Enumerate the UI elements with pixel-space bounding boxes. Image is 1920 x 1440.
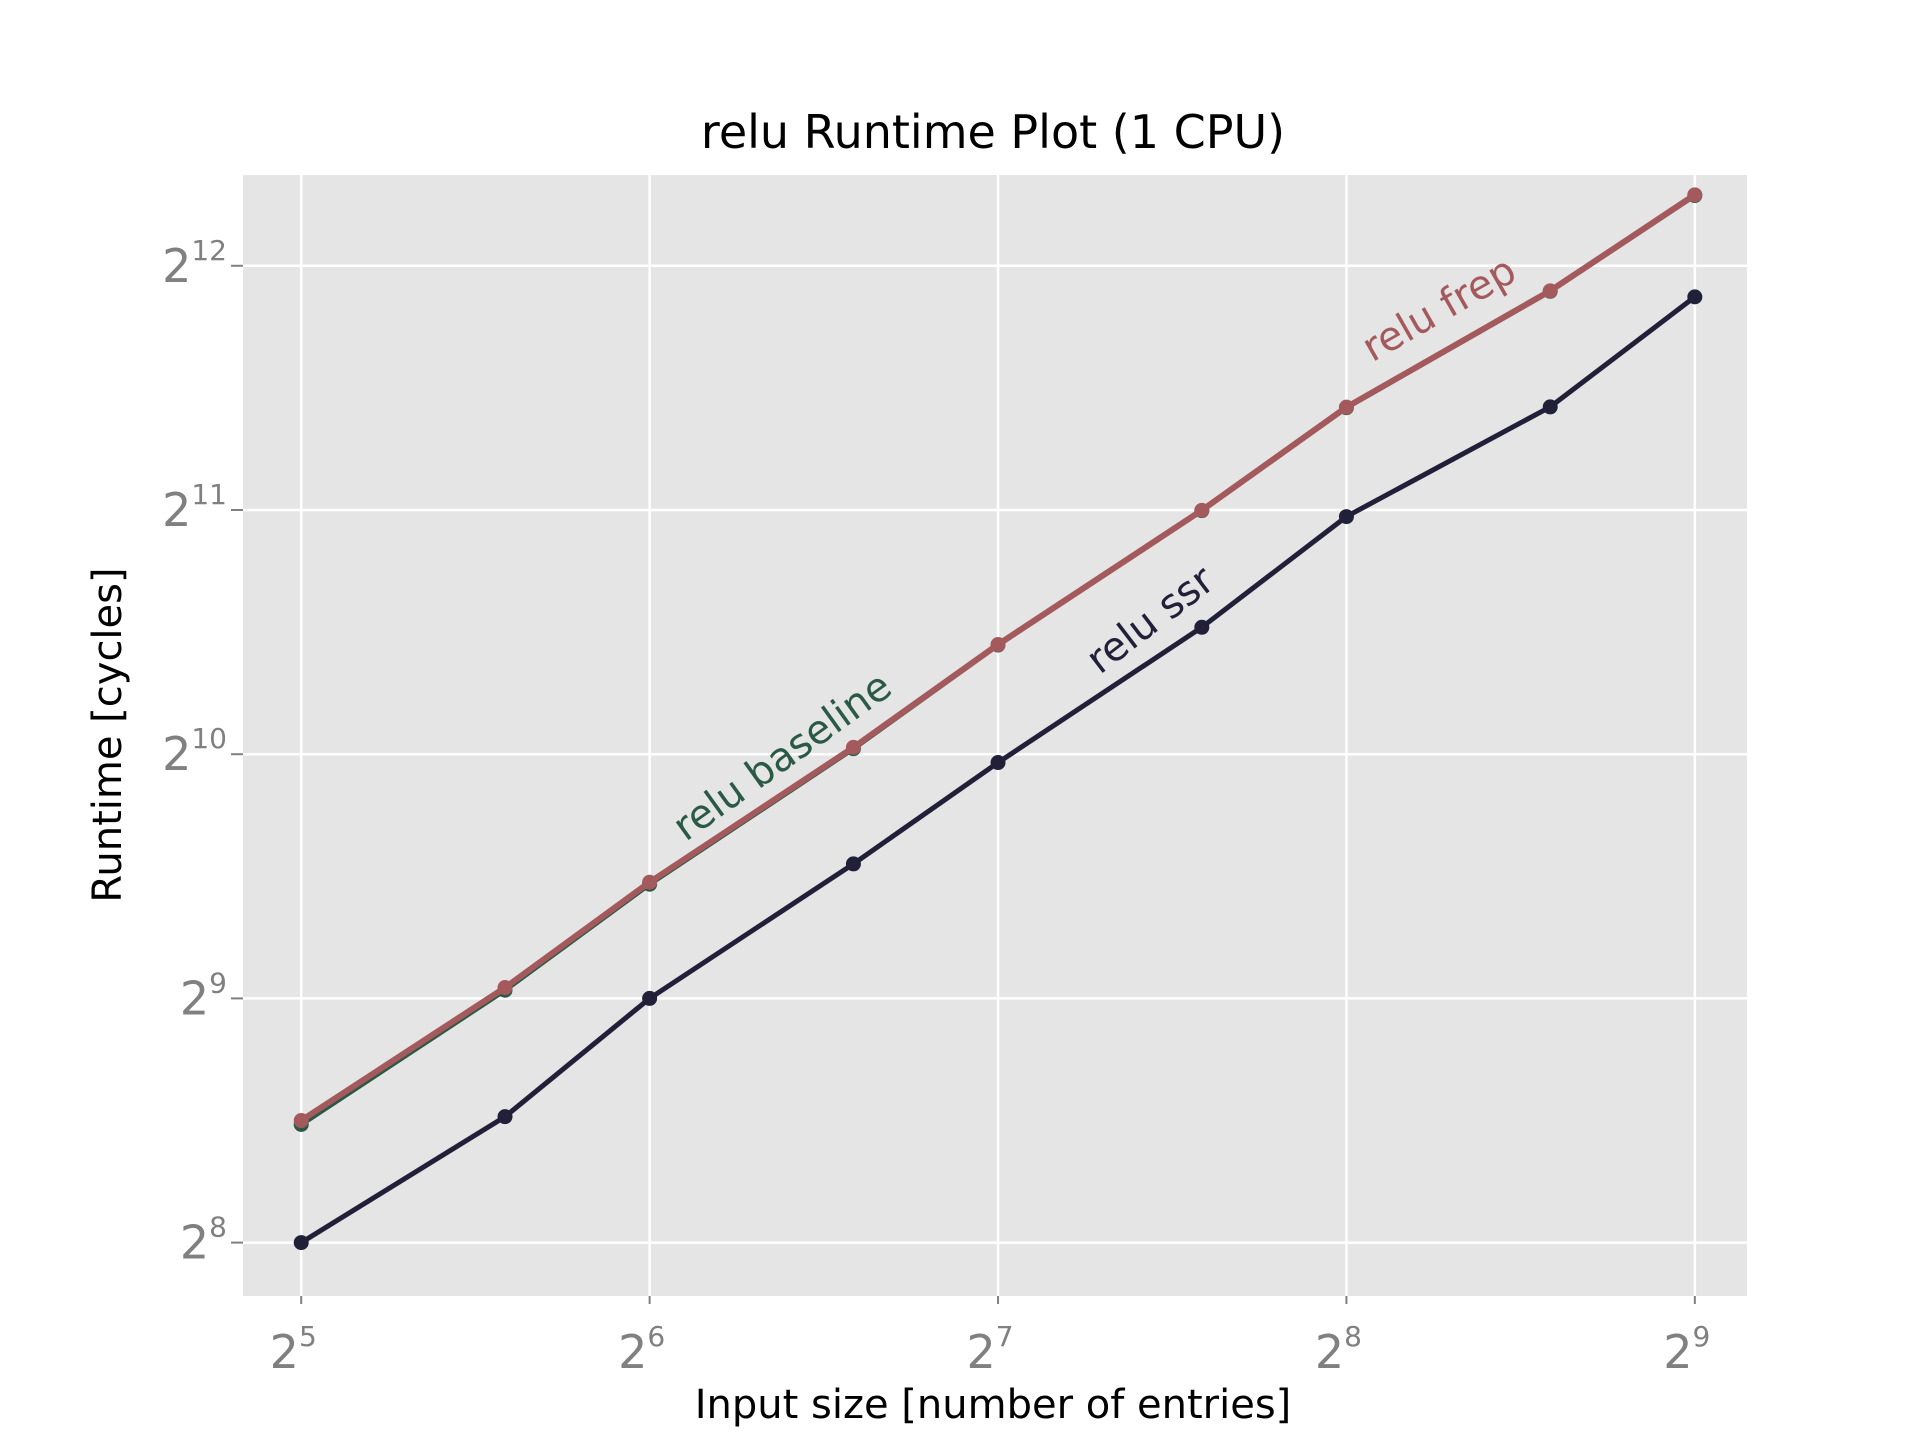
plot-area xyxy=(243,175,1747,1296)
data-point xyxy=(497,1109,513,1125)
data-point xyxy=(642,990,658,1006)
data-point xyxy=(845,856,861,872)
data-point xyxy=(990,755,1006,771)
x-tick-label: 27 xyxy=(966,1320,1013,1379)
data-point xyxy=(642,874,658,890)
data-point xyxy=(1194,619,1210,635)
data-point xyxy=(845,739,861,755)
data-point xyxy=(1542,399,1558,415)
chart-title: relu Runtime Plot (1 CPU) xyxy=(701,105,1285,159)
data-point xyxy=(1338,399,1354,415)
x-axis-label: Input size [number of entries] xyxy=(695,1382,1292,1428)
data-point xyxy=(1687,187,1703,203)
axis-ticks: 25 26 27 28 29 28 29 210 211 212 xyxy=(162,234,1710,1379)
x-tick-label: 29 xyxy=(1663,1320,1710,1379)
data-point xyxy=(1542,283,1558,299)
data-point xyxy=(1338,509,1354,525)
x-tick-label: 25 xyxy=(270,1320,317,1379)
x-tick-label: 28 xyxy=(1315,1320,1362,1379)
series-relu-ssr xyxy=(293,289,1703,1251)
data-point xyxy=(293,1113,309,1129)
data-point xyxy=(990,637,1006,653)
data-point xyxy=(293,1235,309,1251)
series-lines xyxy=(293,187,1703,1251)
y-tick-label: 212 xyxy=(162,234,227,293)
series-relu-frep xyxy=(293,187,1703,1129)
data-point xyxy=(1194,502,1210,518)
y-tick-label: 29 xyxy=(180,966,227,1025)
y-axis-label: Runtime [cycles] xyxy=(85,567,131,902)
y-tick-label: 211 xyxy=(162,478,227,537)
x-tick-label: 26 xyxy=(618,1320,665,1379)
data-point xyxy=(497,980,513,996)
y-tick-label: 210 xyxy=(162,722,227,781)
data-point xyxy=(1687,289,1703,305)
y-tick-label: 28 xyxy=(180,1211,227,1270)
